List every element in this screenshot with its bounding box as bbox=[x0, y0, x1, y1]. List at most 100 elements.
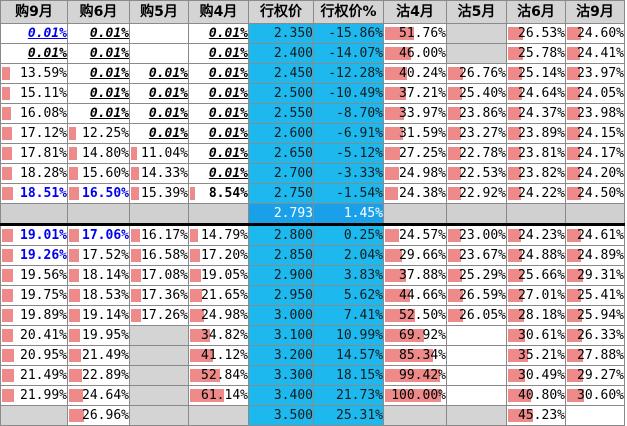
strike-cell[interactable]: 3.200 bbox=[248, 345, 314, 366]
iv-cell[interactable]: 23.81% bbox=[506, 143, 566, 164]
iv-cell[interactable]: 0.01% bbox=[188, 143, 249, 164]
iv-cell[interactable]: 24.98% bbox=[383, 163, 447, 184]
iv-cell[interactable]: 17.08% bbox=[129, 265, 189, 286]
iv-cell[interactable]: 21.49% bbox=[67, 345, 130, 366]
strike-cell[interactable]: 2.550 bbox=[248, 103, 314, 124]
strike-cell[interactable]: 3.100 bbox=[248, 325, 314, 346]
iv-cell[interactable] bbox=[446, 203, 507, 226]
iv-cell[interactable]: 29.66% bbox=[383, 245, 447, 266]
iv-cell[interactable]: 34.82% bbox=[188, 325, 249, 346]
iv-cell[interactable]: 24.50% bbox=[565, 183, 625, 204]
iv-cell[interactable] bbox=[446, 43, 507, 64]
iv-cell[interactable]: 17.06% bbox=[67, 224, 130, 246]
iv-cell[interactable] bbox=[506, 203, 566, 226]
iv-cell[interactable]: 16.08% bbox=[0, 103, 68, 124]
iv-cell[interactable]: 0.01% bbox=[67, 63, 130, 84]
strike-pct-cell[interactable]: 10.99% bbox=[313, 325, 384, 346]
iv-cell[interactable]: 25.66% bbox=[506, 265, 566, 286]
iv-cell[interactable]: 24.38% bbox=[383, 183, 447, 204]
iv-cell[interactable]: 14.80% bbox=[67, 143, 130, 164]
strike-pct-cell[interactable]: 21.73% bbox=[313, 385, 384, 406]
iv-cell[interactable]: 19.26% bbox=[0, 245, 68, 266]
iv-cell[interactable]: 52.84% bbox=[188, 365, 249, 386]
strike-pct-cell[interactable]: -14.07% bbox=[313, 43, 384, 64]
iv-cell[interactable]: 17.36% bbox=[129, 285, 189, 306]
iv-cell[interactable]: 99.42% bbox=[383, 365, 447, 386]
iv-cell[interactable] bbox=[129, 365, 189, 386]
iv-cell[interactable]: 25.29% bbox=[446, 265, 507, 286]
iv-cell[interactable]: 17.81% bbox=[0, 143, 68, 164]
iv-cell[interactable]: 19.75% bbox=[0, 285, 68, 306]
iv-cell[interactable]: 0.01% bbox=[67, 23, 130, 44]
iv-cell[interactable]: 26.33% bbox=[565, 325, 625, 346]
strike-pct-cell[interactable]: -3.33% bbox=[313, 163, 384, 184]
strike-cell[interactable]: 2.350 bbox=[248, 23, 314, 44]
strike-cell[interactable]: 2.950 bbox=[248, 285, 314, 306]
strike-cell[interactable]: 2.793 bbox=[248, 203, 314, 226]
iv-cell[interactable] bbox=[565, 203, 625, 226]
strike-pct-cell[interactable]: -10.49% bbox=[313, 83, 384, 104]
iv-cell[interactable]: 45.23% bbox=[506, 405, 566, 426]
iv-cell[interactable]: 18.51% bbox=[0, 183, 68, 204]
iv-cell[interactable]: 19.14% bbox=[67, 305, 130, 326]
iv-cell[interactable]: 21.49% bbox=[0, 365, 68, 386]
iv-cell[interactable]: 16.50% bbox=[67, 183, 130, 204]
strike-cell[interactable]: 2.800 bbox=[248, 224, 314, 246]
iv-cell[interactable]: 37.88% bbox=[383, 265, 447, 286]
iv-cell[interactable]: 8.54% bbox=[188, 183, 249, 204]
iv-cell[interactable]: 18.28% bbox=[0, 163, 68, 184]
iv-cell[interactable]: 35.21% bbox=[506, 345, 566, 366]
strike-pct-cell[interactable]: -1.54% bbox=[313, 183, 384, 204]
iv-cell[interactable]: 0.01% bbox=[0, 43, 68, 64]
iv-cell[interactable]: 26.53% bbox=[506, 23, 566, 44]
iv-cell[interactable]: 21.65% bbox=[188, 285, 249, 306]
strike-cell[interactable]: 3.500 bbox=[248, 405, 314, 426]
strike-cell[interactable]: 3.000 bbox=[248, 305, 314, 326]
iv-cell[interactable]: 26.59% bbox=[446, 285, 507, 306]
iv-cell[interactable]: 22.92% bbox=[446, 183, 507, 204]
iv-cell[interactable]: 25.41% bbox=[565, 285, 625, 306]
iv-cell[interactable]: 24.22% bbox=[506, 183, 566, 204]
iv-cell[interactable]: 23.98% bbox=[565, 103, 625, 124]
iv-cell[interactable] bbox=[446, 345, 507, 366]
iv-cell[interactable] bbox=[383, 405, 447, 426]
iv-cell[interactable] bbox=[446, 405, 507, 426]
iv-cell[interactable]: 24.37% bbox=[506, 103, 566, 124]
iv-cell[interactable]: 12.25% bbox=[67, 123, 130, 144]
iv-cell[interactable]: 20.41% bbox=[0, 325, 68, 346]
iv-cell[interactable]: 0.01% bbox=[188, 43, 249, 64]
iv-cell[interactable]: 24.64% bbox=[506, 83, 566, 104]
column-header[interactable]: 沽4月 bbox=[383, 0, 447, 24]
iv-cell[interactable]: 13.59% bbox=[0, 63, 68, 84]
strike-pct-cell[interactable]: 14.57% bbox=[313, 345, 384, 366]
iv-cell[interactable]: 24.89% bbox=[565, 245, 625, 266]
iv-cell[interactable]: 18.14% bbox=[67, 265, 130, 286]
iv-cell[interactable]: 29.31% bbox=[565, 265, 625, 286]
iv-cell[interactable]: 40.24% bbox=[383, 63, 447, 84]
iv-cell[interactable]: 23.89% bbox=[506, 123, 566, 144]
strike-pct-cell[interactable]: 0.25% bbox=[313, 224, 384, 246]
iv-cell[interactable]: 19.95% bbox=[67, 325, 130, 346]
iv-cell[interactable]: 17.52% bbox=[67, 245, 130, 266]
iv-cell[interactable]: 51.76% bbox=[383, 23, 447, 44]
iv-cell[interactable]: 21.99% bbox=[0, 385, 68, 406]
iv-cell[interactable] bbox=[188, 203, 249, 226]
iv-cell[interactable]: 23.00% bbox=[446, 224, 507, 246]
strike-cell[interactable]: 2.900 bbox=[248, 265, 314, 286]
iv-cell[interactable]: 14.79% bbox=[188, 224, 249, 246]
strike-pct-cell[interactable]: -8.70% bbox=[313, 103, 384, 124]
iv-cell[interactable]: 17.26% bbox=[129, 305, 189, 326]
column-header[interactable]: 购5月 bbox=[129, 0, 189, 24]
iv-cell[interactable]: 0.01% bbox=[67, 83, 130, 104]
iv-cell[interactable]: 26.05% bbox=[446, 305, 507, 326]
strike-cell[interactable]: 2.750 bbox=[248, 183, 314, 204]
iv-cell[interactable]: 24.61% bbox=[565, 224, 625, 246]
iv-cell[interactable]: 0.01% bbox=[129, 103, 189, 124]
strike-pct-cell[interactable]: -5.12% bbox=[313, 143, 384, 164]
iv-cell[interactable]: 40.80% bbox=[506, 385, 566, 406]
iv-cell[interactable]: 25.94% bbox=[565, 305, 625, 326]
iv-cell[interactable] bbox=[446, 23, 507, 44]
iv-cell[interactable]: 85.34% bbox=[383, 345, 447, 366]
iv-cell[interactable] bbox=[129, 385, 189, 406]
iv-cell[interactable] bbox=[446, 385, 507, 406]
